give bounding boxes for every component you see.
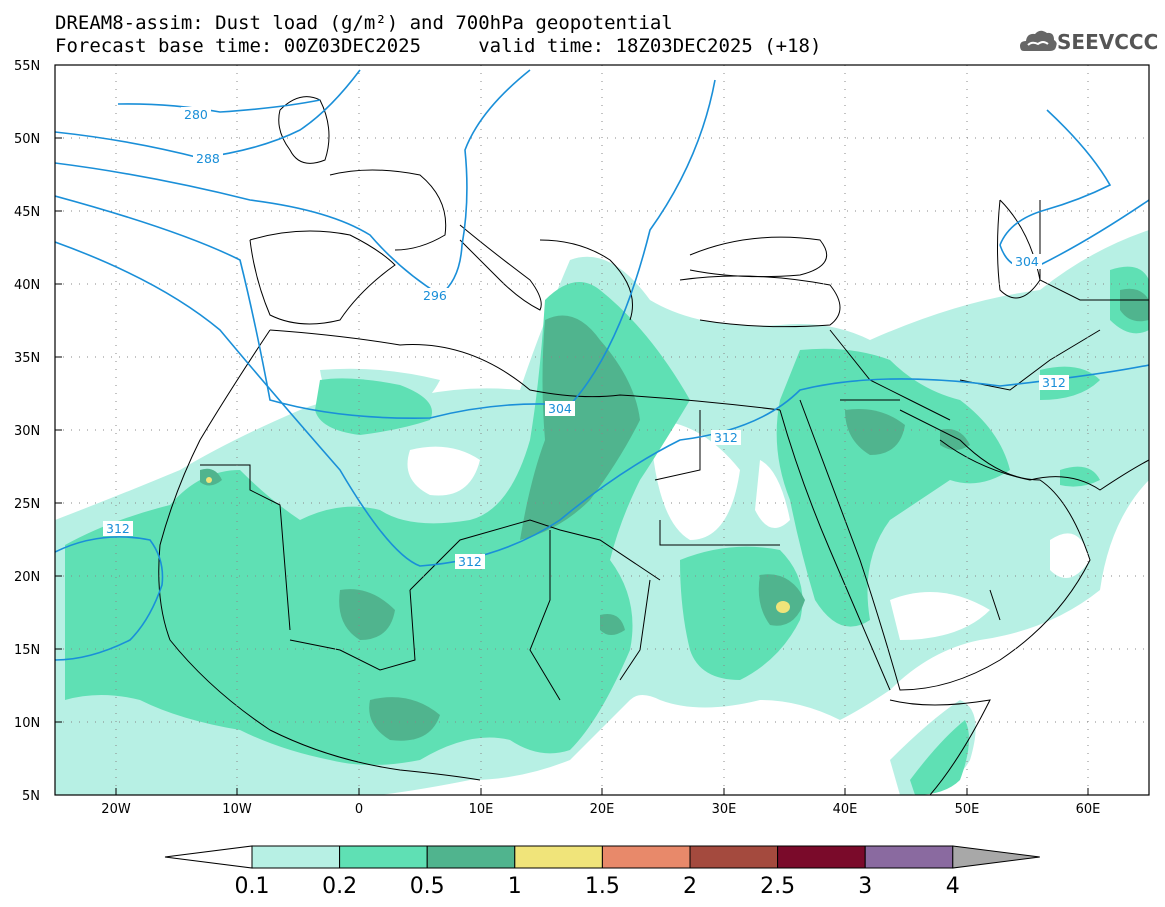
colorbar-label: 3	[858, 874, 872, 899]
lat-tick: 50N	[14, 132, 40, 147]
contour-label-312-sahara: 312	[458, 554, 482, 569]
contour-label-312: 312	[714, 430, 738, 445]
contour-labels: 280 288 296 304 304 312 312 312 312	[103, 107, 1069, 569]
lat-tick: 35N	[14, 351, 40, 366]
lon-tick: 10W	[222, 802, 252, 817]
colorbar-swatch	[251, 845, 341, 869]
lon-tick: 40E	[833, 802, 858, 817]
colorbar-label: 4	[946, 874, 960, 899]
map-title: DREAM8-assim: Dust load (g/m²) and 700hP…	[55, 12, 673, 34]
colorbar-label: 2	[683, 874, 697, 899]
gridlines	[55, 65, 1149, 795]
lat-tick: 25N	[14, 497, 40, 512]
geopotential-contours	[55, 69, 1149, 661]
colorbar-swatch	[689, 845, 779, 869]
lat-tick: 45N	[14, 205, 40, 220]
lon-tick: 10E	[469, 802, 494, 817]
lat-tick: 55N	[14, 59, 40, 74]
cloud-icon	[1020, 30, 1057, 51]
colorbar-swatch	[601, 845, 691, 869]
contour-label-304-east: 304	[1015, 254, 1039, 269]
lon-tick: 60E	[1076, 802, 1101, 817]
lon-tick: 30E	[712, 802, 737, 817]
contour-label-296: 296	[423, 288, 447, 303]
colorbar-under-arrow	[164, 845, 253, 869]
logo-text: SEEVCCC	[1057, 30, 1159, 54]
lon-tick: 0	[355, 802, 363, 817]
colorbar: 0.1 0.2 0.5 1 1.5 2 2.5 3 4	[164, 845, 1040, 899]
colorbar-swatch	[864, 845, 954, 869]
contour-label-312-west: 312	[106, 521, 130, 536]
forecast-times: Forecast base time: 00Z03DEC2025 valid t…	[55, 35, 822, 57]
colorbar-swatch	[426, 845, 516, 869]
lat-tick: 15N	[14, 643, 40, 658]
colorbar-label: 0.5	[410, 874, 445, 899]
colorbar-label: 2.5	[760, 874, 795, 899]
colorbar-label: 0.2	[322, 874, 357, 899]
contour-label-280: 280	[184, 107, 208, 122]
lat-tick: 40N	[14, 278, 40, 293]
lon-tick-labels: 20W 10W 0 10E 20E 30E 40E 50E 60E	[101, 802, 1100, 817]
dust-fields	[55, 65, 1149, 795]
tick-marks	[55, 137, 1089, 795]
colorbar-label: 1	[508, 874, 522, 899]
contour-label-312-east: 312	[1042, 375, 1066, 390]
lat-tick: 20N	[14, 570, 40, 585]
colorbar-label: 1.5	[585, 874, 620, 899]
colorbar-swatch	[777, 845, 866, 869]
lat-tick-labels: 55N 50N 45N 40N 35N 30N 25N 20N 15N 10N …	[14, 59, 40, 804]
lat-tick: 30N	[14, 424, 40, 439]
lon-tick: 20W	[101, 802, 131, 817]
colorbar-swatch	[339, 845, 428, 869]
coastlines	[158, 96, 1149, 795]
contour-label-288: 288	[196, 151, 220, 166]
lon-tick: 50E	[955, 802, 980, 817]
lon-tick: 20E	[590, 802, 615, 817]
lat-tick: 10N	[14, 716, 40, 731]
lat-tick: 5N	[22, 789, 40, 804]
colorbar-label: 0.1	[235, 874, 270, 899]
colorbar-over-arrow	[952, 845, 1040, 869]
colorbar-swatch	[514, 845, 603, 869]
contour-label-304: 304	[548, 401, 572, 416]
